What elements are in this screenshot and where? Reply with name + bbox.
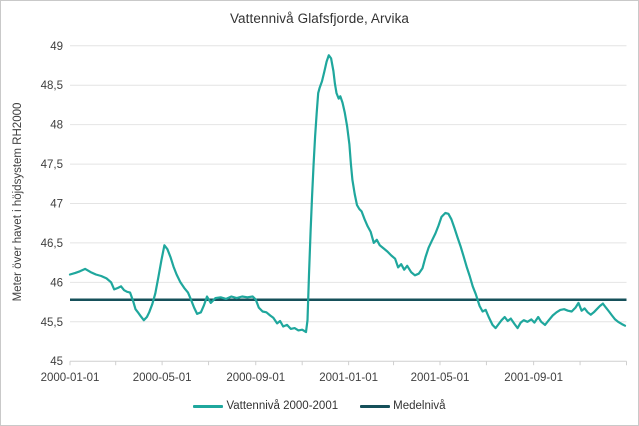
- svg-text:2000-09-01: 2000-09-01: [226, 372, 285, 384]
- x-tick-labels: 2000-01-01 2000-05-01 2000-09-01 2001-01-01…: [41, 372, 563, 384]
- svg-text:47,5: 47,5: [41, 159, 63, 171]
- svg-text:2001-09-01: 2001-09-01: [504, 372, 563, 384]
- legend-swatch-vattenniva: [193, 404, 224, 408]
- svg-text:46: 46: [50, 277, 63, 289]
- water-level-line: [68, 54, 627, 334]
- svg-text:48: 48: [50, 120, 63, 132]
- x-axis: [69, 360, 627, 366]
- svg-text:2001-05-01: 2001-05-01: [411, 372, 470, 384]
- legend-item-medelniva: Medelnivå: [360, 400, 446, 412]
- svg-text:46,5: 46,5: [41, 238, 63, 250]
- svg-text:2001-01-01: 2001-01-01: [319, 372, 378, 384]
- y-tick-labels: 45 45,5 46 46,5 47 47,5 48 48,5 49: [41, 41, 63, 368]
- svg-text:48,5: 48,5: [41, 80, 63, 92]
- gridlines: [70, 45, 627, 323]
- svg-text:49: 49: [50, 41, 63, 53]
- legend: Vattennivå 2000-2001 Medelnivå: [1, 400, 638, 412]
- svg-text:2000-05-01: 2000-05-01: [133, 372, 192, 384]
- legend-item-vattenniva: Vattennivå 2000-2001: [193, 400, 338, 412]
- svg-text:45,5: 45,5: [41, 317, 63, 329]
- legend-swatch-medelniva: [360, 404, 391, 408]
- legend-label-vattenniva: Vattennivå 2000-2001: [226, 400, 339, 412]
- svg-text:2000-01-01: 2000-01-01: [41, 372, 100, 384]
- svg-text:47: 47: [50, 199, 63, 211]
- svg-text:45: 45: [50, 356, 63, 368]
- chart-title: Vattennivå Glafsfjorde, Arvika: [229, 11, 410, 26]
- legend-label-medelniva: Medelnivå: [393, 400, 446, 412]
